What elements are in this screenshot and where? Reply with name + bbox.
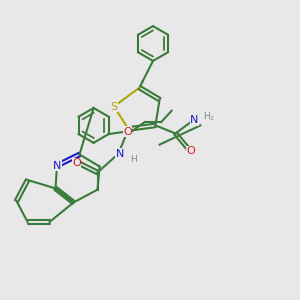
Text: 2: 2 [209,116,213,121]
Text: N: N [190,115,199,125]
Text: O: O [123,127,132,137]
Text: H: H [130,154,137,164]
Text: N: N [53,160,61,171]
Text: O: O [186,146,195,157]
Text: N: N [116,148,124,159]
Text: O: O [72,158,81,169]
Text: H: H [203,112,209,121]
Text: S: S [110,101,118,112]
